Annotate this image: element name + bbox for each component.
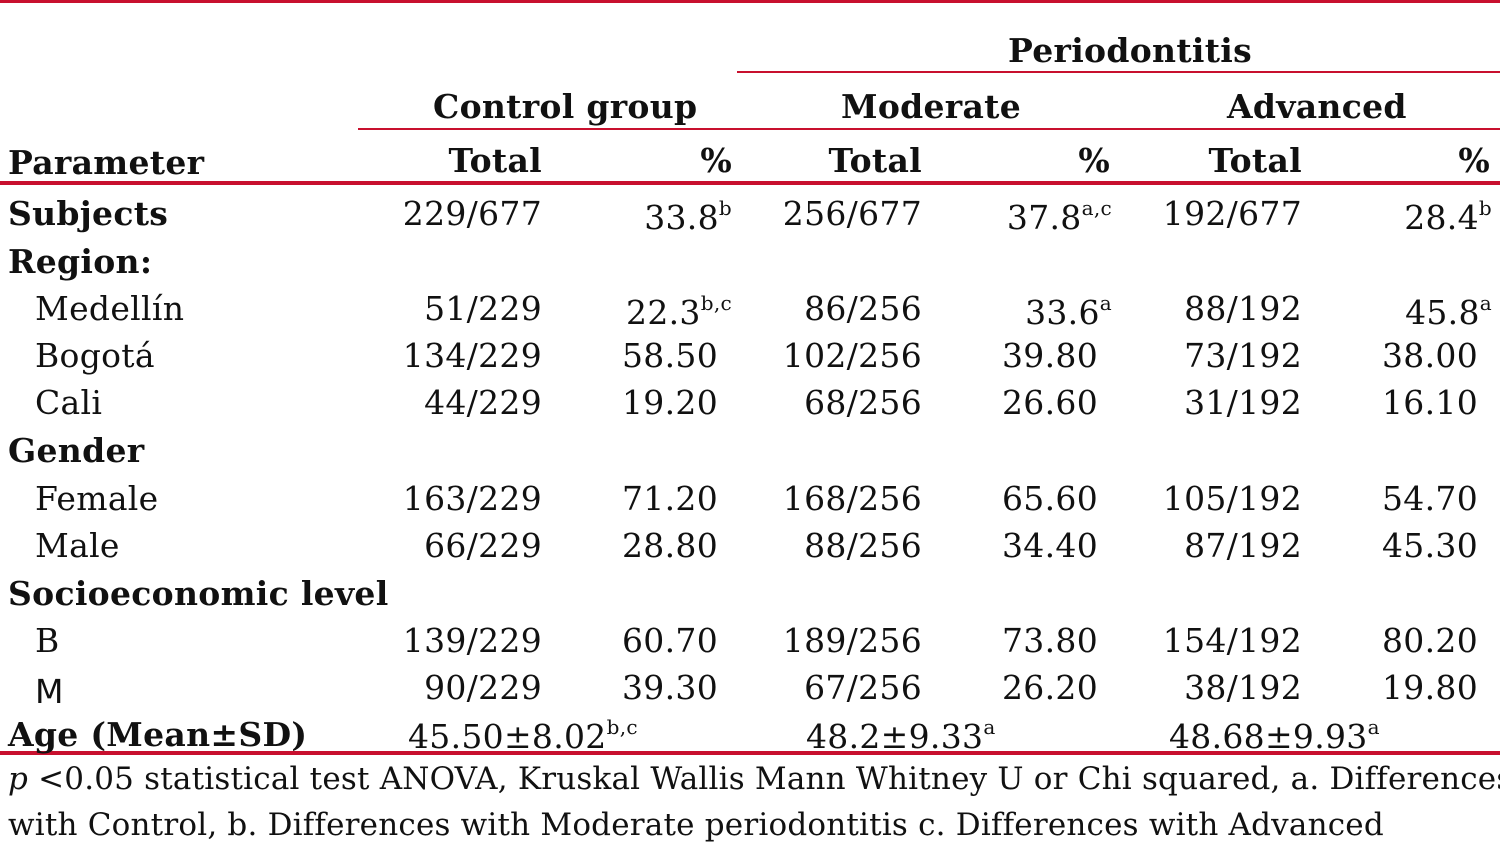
medellin-moderate-pct: 33.6a <box>1025 291 1112 332</box>
b-control-total: 139/229 <box>402 621 542 660</box>
bogota-control-pct: 58.50 <box>622 336 718 375</box>
cali-advanced-total: 31/192 <box>1184 383 1302 422</box>
female-advanced-total: 105/192 <box>1162 479 1302 518</box>
bogota-moderate-pct: 39.80 <box>1002 336 1098 375</box>
row-label-medellin: Medellín <box>35 289 185 328</box>
row-label-region: Region: <box>8 242 153 281</box>
age-advanced-value: 48.68±9.93a <box>1169 715 1380 756</box>
control-pct-header: % <box>700 141 732 180</box>
age-moderate-value: 48.2±9.33a <box>806 715 996 756</box>
female-moderate-pct: 65.60 <box>1002 479 1098 518</box>
bogota-advanced-total: 73/192 <box>1184 336 1302 375</box>
footnote-p-symbol: p <box>8 761 29 797</box>
bogota-moderate-total: 102/256 <box>782 336 922 375</box>
m-moderate-total: 67/256 <box>804 668 922 707</box>
footnote-line-2: with Control, b. Differences with Modera… <box>8 807 1384 843</box>
cali-moderate-total: 68/256 <box>804 383 922 422</box>
row-label-female: Female <box>35 479 159 518</box>
row-label-male: Male <box>35 526 120 565</box>
row-label-subjects: Subjects <box>8 194 169 233</box>
cali-advanced-pct: 16.10 <box>1382 383 1478 422</box>
row-label-cali: Cali <box>35 383 103 422</box>
group-underline <box>358 128 1500 130</box>
female-control-total: 163/229 <box>402 479 542 518</box>
medellin-moderate-total: 86/256 <box>804 289 922 328</box>
m-control-total: 90/229 <box>424 668 542 707</box>
male-control-pct: 28.80 <box>622 526 718 565</box>
periodontitis-underline <box>737 71 1500 73</box>
medellin-control-total: 51/229 <box>424 289 542 328</box>
top-rule <box>0 0 1500 3</box>
age-control-value: 45.50±8.02b,c <box>408 715 638 756</box>
m-moderate-pct: 26.20 <box>1002 668 1098 707</box>
advanced-header: Advanced <box>1227 87 1407 126</box>
bogota-advanced-pct: 38.00 <box>1382 336 1478 375</box>
m-control-pct: 39.30 <box>622 668 718 707</box>
cali-control-pct: 19.20 <box>622 383 718 422</box>
female-control-pct: 71.20 <box>622 479 718 518</box>
b-moderate-pct: 73.80 <box>1002 621 1098 660</box>
subjects-moderate-total: 256/677 <box>782 194 922 233</box>
row-label-socioeconomic: Socioeconomic level <box>8 574 389 613</box>
b-control-pct: 60.70 <box>622 621 718 660</box>
female-advanced-pct: 54.70 <box>1382 479 1478 518</box>
footnote-line-1: p <0.05 statistical test ANOVA, Kruskal … <box>8 761 1500 797</box>
row-label-m: M <box>35 672 64 711</box>
medellin-advanced-pct: 45.8a <box>1405 291 1492 332</box>
cali-moderate-pct: 26.60 <box>1002 383 1098 422</box>
control-total-header: Total <box>448 141 542 180</box>
control-group-header: Control group <box>433 87 698 126</box>
female-moderate-total: 168/256 <box>782 479 922 518</box>
parameter-header: Parameter <box>8 143 205 182</box>
male-advanced-total: 87/192 <box>1184 526 1302 565</box>
periodontitis-header: Periodontitis <box>1008 31 1252 70</box>
male-moderate-total: 88/256 <box>804 526 922 565</box>
bogota-control-total: 134/229 <box>402 336 542 375</box>
male-advanced-pct: 45.30 <box>1382 526 1478 565</box>
male-control-total: 66/229 <box>424 526 542 565</box>
cali-control-total: 44/229 <box>424 383 542 422</box>
subjects-advanced-pct: 28.4b <box>1404 196 1492 237</box>
advanced-pct-header: % <box>1458 141 1490 180</box>
subjects-moderate-pct: 37.8a,c <box>1006 196 1112 237</box>
row-label-b: B <box>35 621 60 660</box>
subjects-control-pct: 33.8b <box>644 196 732 237</box>
header-bottom-rule <box>0 181 1500 185</box>
b-advanced-pct: 80.20 <box>1382 621 1478 660</box>
m-advanced-pct: 19.80 <box>1382 668 1478 707</box>
subjects-advanced-total: 192/677 <box>1162 194 1302 233</box>
medellin-control-pct: 22.3b,c <box>626 291 732 332</box>
row-label-age: Age (Mean±SD) <box>8 715 308 754</box>
male-moderate-pct: 34.40 <box>1002 526 1098 565</box>
moderate-total-header: Total <box>828 141 922 180</box>
moderate-header: Moderate <box>841 87 1022 126</box>
table-bottom-rule <box>0 751 1500 755</box>
subjects-control-total: 229/677 <box>402 194 542 233</box>
medellin-advanced-total: 88/192 <box>1184 289 1302 328</box>
row-label-bogota: Bogotá <box>35 336 155 375</box>
row-label-gender: Gender <box>8 431 145 470</box>
b-moderate-total: 189/256 <box>782 621 922 660</box>
m-advanced-total: 38/192 <box>1184 668 1302 707</box>
advanced-total-header: Total <box>1208 141 1302 180</box>
moderate-pct-header: % <box>1078 141 1110 180</box>
b-advanced-total: 154/192 <box>1162 621 1302 660</box>
